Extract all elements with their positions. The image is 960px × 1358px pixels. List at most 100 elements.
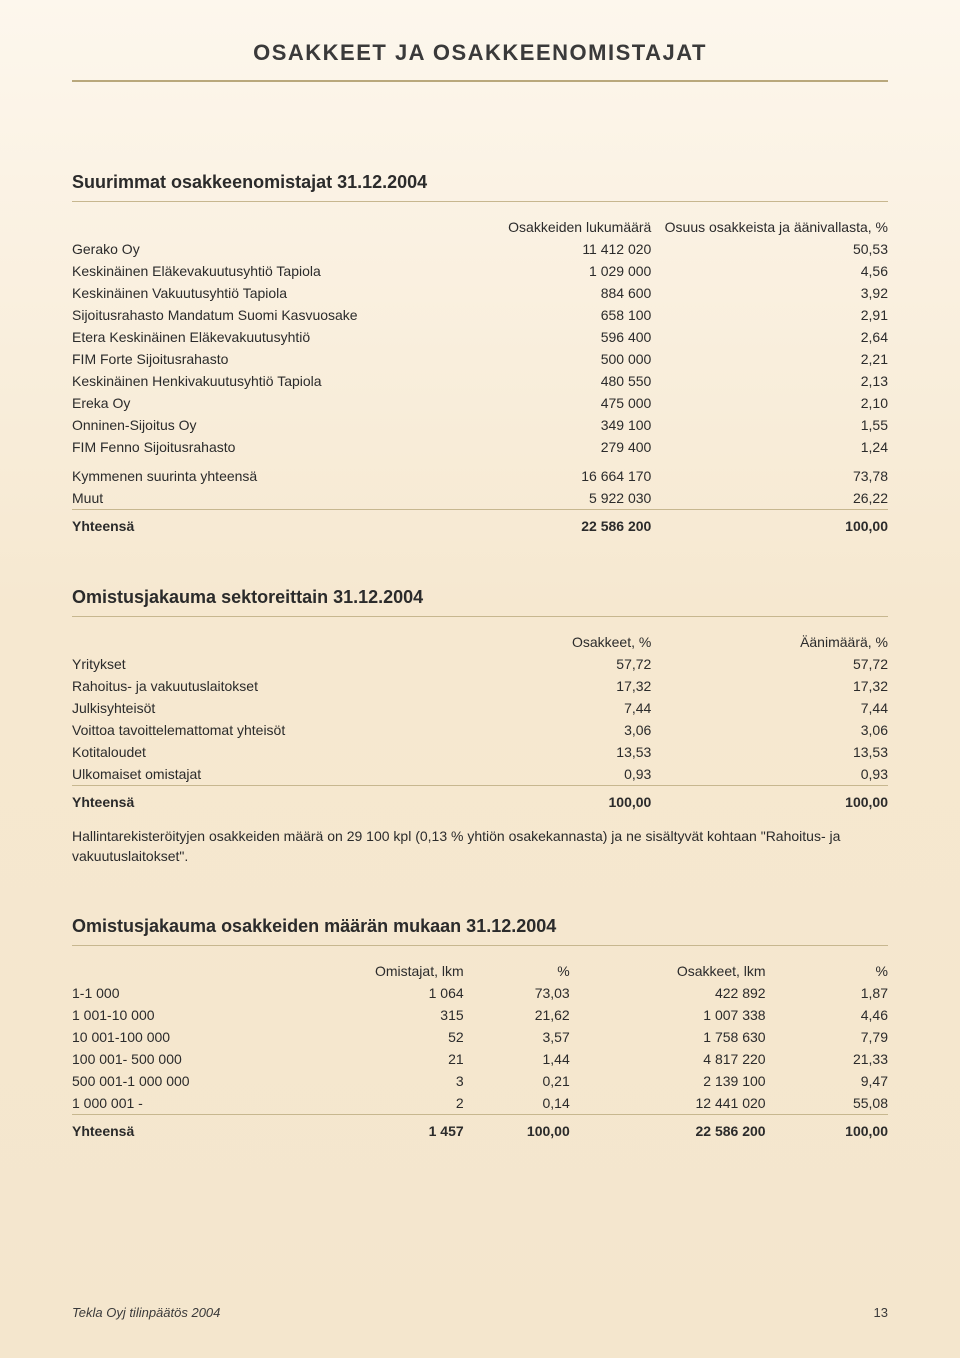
cell-shares: 3,06 <box>456 719 652 741</box>
cell-range: 1 000 001 - <box>72 1092 300 1115</box>
cell-owners: 3 <box>300 1070 463 1092</box>
cell-owners: 21 <box>300 1048 463 1070</box>
cell-name: FIM Forte Sijoitusrahasto <box>72 348 456 370</box>
table-row: 100 001- 500 000211,444 817 22021,33 <box>72 1048 888 1070</box>
table-header-row: Omistajat, lkm % Osakkeet, lkm % <box>72 960 888 982</box>
section-sector: Omistusjakauma sektoreittain 31.12.2004 … <box>72 587 888 866</box>
cell-name: Sijoitusrahasto Mandatum Suomi Kasvuosak… <box>72 304 456 326</box>
table-header-row: Osakkeet, % Äänimäärä, % <box>72 631 888 653</box>
col-header-votes-pct: Äänimäärä, % <box>651 631 888 653</box>
table-row: Rahoitus- ja vakuutuslaitokset17,3217,32 <box>72 675 888 697</box>
table-row: Voittoa tavoittelemattomat yhteisöt3,063… <box>72 719 888 741</box>
cell-name: Etera Keskinäinen Eläkevakuutusyhtiö <box>72 326 456 348</box>
page-footer: Tekla Oyj tilinpäätös 2004 13 <box>72 1305 888 1320</box>
table-row: 1 000 001 -20,1412 441 02055,08 <box>72 1092 888 1115</box>
cell-pct: 0,14 <box>464 1092 570 1115</box>
table-row: FIM Fenno Sijoitusrahasto279 4001,24 <box>72 436 888 458</box>
cell-pct: 0,93 <box>651 763 888 786</box>
cell-shares: 500 000 <box>456 348 652 370</box>
cell-shares: 884 600 <box>456 282 652 304</box>
cell-shares: 480 550 <box>456 370 652 392</box>
col-header-pct: % <box>464 960 570 982</box>
cell-shares: 279 400 <box>456 436 652 458</box>
cell-range: 100 001- 500 000 <box>72 1048 300 1070</box>
table-row: 1 001-10 00031521,621 007 3384,46 <box>72 1004 888 1026</box>
table-row: 1-1 0001 06473,03422 8921,87 <box>72 982 888 1004</box>
cell-pct: 2,10 <box>651 392 888 414</box>
cell-pct: 2,21 <box>651 348 888 370</box>
table-row-total: Yhteensä 100,00 100,00 <box>72 786 888 814</box>
document-title: OSAKKEET JA OSAKKEENOMISTAJAT <box>72 40 888 82</box>
section-title-shareholders: Suurimmat osakkeenomistajat 31.12.2004 <box>72 172 888 202</box>
cell-shares: 17,32 <box>456 675 652 697</box>
cell-name: Onninen-Sijoitus Oy <box>72 414 456 436</box>
table-row-total: Yhteensä 22 586 200 100,00 <box>72 510 888 538</box>
cell-pct: 4,46 <box>766 1004 888 1026</box>
table-row: Ereka Oy475 0002,10 <box>72 392 888 414</box>
cell-owners: 2 <box>300 1092 463 1115</box>
col-header-pct: Osuus osakkeista ja äänivallasta, % <box>651 216 888 238</box>
cell-pct: 73,78 <box>651 458 888 487</box>
footnote-text: Hallintarekisteröityjen osakkeiden määrä… <box>72 827 888 866</box>
table-header-row: Osakkeiden lukumäärä Osuus osakkeista ja… <box>72 216 888 238</box>
cell-shares: 596 400 <box>456 326 652 348</box>
cell-shares: 7,44 <box>456 697 652 719</box>
table-distribution: Omistajat, lkm % Osakkeet, lkm % 1-1 000… <box>72 960 888 1142</box>
table-row: Keskinäinen Henkivakuutusyhtiö Tapiola48… <box>72 370 888 392</box>
cell-pct: 2,13 <box>651 370 888 392</box>
cell-shares: 5 922 030 <box>456 487 652 510</box>
cell-name: Voittoa tavoittelemattomat yhteisöt <box>72 719 456 741</box>
cell-shares: 349 100 <box>456 414 652 436</box>
cell-range: 1 001-10 000 <box>72 1004 300 1026</box>
cell-owners: 52 <box>300 1026 463 1048</box>
cell-name: Muut <box>72 487 456 510</box>
cell-range: 500 001-1 000 000 <box>72 1070 300 1092</box>
cell-name: Kotitaloudet <box>72 741 456 763</box>
col-header-shares: Osakkeet, lkm <box>570 960 766 982</box>
cell-pct: 9,47 <box>766 1070 888 1092</box>
cell-name: Keskinäinen Henkivakuutusyhtiö Tapiola <box>72 370 456 392</box>
cell-name: Yhteensä <box>72 510 456 538</box>
cell-shares: 57,72 <box>456 653 652 675</box>
cell-pct: 57,72 <box>651 653 888 675</box>
cell-pct: 55,08 <box>766 1092 888 1115</box>
cell-shares: 422 892 <box>570 982 766 1004</box>
section-title-distribution: Omistusjakauma osakkeiden määrän mukaan … <box>72 916 888 946</box>
cell-pct: 73,03 <box>464 982 570 1004</box>
cell-pct: 2,64 <box>651 326 888 348</box>
cell-pct: 4,56 <box>651 260 888 282</box>
cell-pct: 100,00 <box>651 510 888 538</box>
footer-page-number: 13 <box>874 1305 888 1320</box>
table-row: Muut 5 922 030 26,22 <box>72 487 888 510</box>
cell-shares: 658 100 <box>456 304 652 326</box>
cell-shares: 22 586 200 <box>456 510 652 538</box>
cell-shares: 22 586 200 <box>570 1115 766 1143</box>
cell-shares: 475 000 <box>456 392 652 414</box>
cell-name: Yhteensä <box>72 786 456 814</box>
cell-pct: 17,32 <box>651 675 888 697</box>
cell-shares: 4 817 220 <box>570 1048 766 1070</box>
cell-pct: 2,91 <box>651 304 888 326</box>
cell-name: Keskinäinen Eläkevakuutusyhtiö Tapiola <box>72 260 456 282</box>
cell-pct: 100,00 <box>651 786 888 814</box>
table-row-total: Yhteensä 1 457 100,00 22 586 200 100,00 <box>72 1115 888 1143</box>
table-row: Julkisyhteisöt7,447,44 <box>72 697 888 719</box>
cell-shares: 1 758 630 <box>570 1026 766 1048</box>
cell-name: FIM Fenno Sijoitusrahasto <box>72 436 456 458</box>
cell-shares: 12 441 020 <box>570 1092 766 1115</box>
table-row: 500 001-1 000 00030,212 139 1009,47 <box>72 1070 888 1092</box>
cell-pct: 1,44 <box>464 1048 570 1070</box>
table-shareholders: Osakkeiden lukumäärä Osuus osakkeista ja… <box>72 216 888 537</box>
table-row: Keskinäinen Vakuutusyhtiö Tapiola884 600… <box>72 282 888 304</box>
cell-name: Julkisyhteisöt <box>72 697 456 719</box>
footer-doc-name: Tekla Oyj tilinpäätös 2004 <box>72 1305 220 1320</box>
cell-pct: 100,00 <box>464 1115 570 1143</box>
cell-pct: 1,87 <box>766 982 888 1004</box>
cell-pct: 7,79 <box>766 1026 888 1048</box>
cell-name: Kymmenen suurinta yhteensä <box>72 458 456 487</box>
cell-range: Yhteensä <box>72 1115 300 1143</box>
cell-owners: 315 <box>300 1004 463 1026</box>
cell-shares: 100,00 <box>456 786 652 814</box>
cell-shares: 1 007 338 <box>570 1004 766 1026</box>
table-row: Etera Keskinäinen Eläkevakuutusyhtiö596 … <box>72 326 888 348</box>
